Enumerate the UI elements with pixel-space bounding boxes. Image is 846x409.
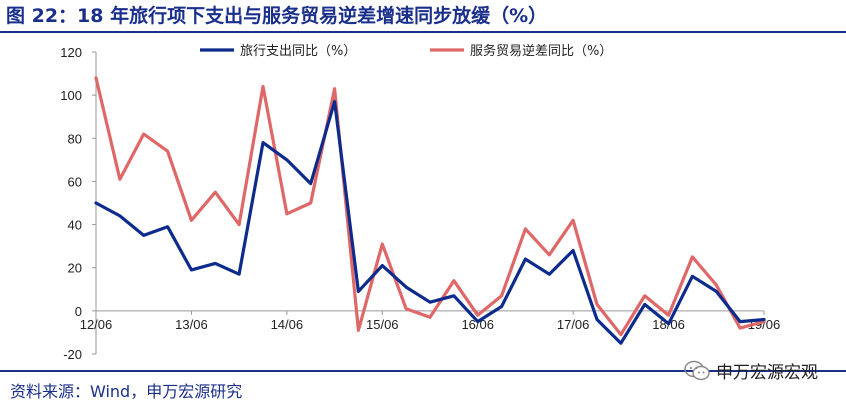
x-tick-label: 15/06 bbox=[366, 317, 399, 332]
wechat-icon bbox=[684, 360, 710, 380]
y-tick-label: 80 bbox=[68, 131, 82, 146]
source-divider bbox=[0, 370, 846, 372]
source-note: 资料来源：Wind，申万宏源研究 bbox=[10, 382, 243, 401]
x-tick-label: 16/06 bbox=[461, 317, 494, 332]
x-tick-label: 17/06 bbox=[557, 317, 590, 332]
series-line-2 bbox=[94, 76, 766, 337]
line-chart: 旅行支出同比（%） 服务贸易逆差同比（%） -20020406080100120 … bbox=[60, 43, 780, 362]
watermark-text: 申万宏源宏观 bbox=[716, 363, 818, 383]
y-tick-label: -20 bbox=[63, 347, 82, 362]
x-tick-label: 14/06 bbox=[271, 317, 304, 332]
x-axis: 12/06 13/06 14/06 15/06 16/06 17/06 18/06 19/06 bbox=[80, 310, 780, 332]
legend-label: 旅行支出同比（%） bbox=[240, 44, 356, 59]
y-tick-label: 40 bbox=[68, 218, 82, 233]
x-tick-label: 13/06 bbox=[175, 317, 208, 332]
figure-title: 图 22：18 年旅行项下支出与服务贸易逆差增速同步放缓（%） bbox=[6, 5, 548, 27]
chart-legend: 旅行支出同比（%） 服务贸易逆差同比（%） bbox=[200, 43, 612, 59]
series-lines bbox=[94, 76, 766, 345]
x-tick-label: 12/06 bbox=[80, 317, 113, 332]
legend-label: 服务贸易逆差同比（%） bbox=[470, 43, 612, 59]
watermark: 申万宏源宏观 bbox=[684, 358, 818, 383]
y-tick-label: 120 bbox=[60, 45, 82, 60]
y-tick-label: 0 bbox=[75, 304, 82, 319]
y-tick-label: 60 bbox=[68, 174, 82, 189]
series-line-1 bbox=[94, 99, 766, 345]
y-axis: -20 0 20 40 60 80 100 120 bbox=[60, 45, 97, 362]
y-tick-label: 20 bbox=[68, 261, 82, 276]
title-divider bbox=[0, 31, 846, 33]
y-tick-label: 100 bbox=[60, 88, 82, 103]
